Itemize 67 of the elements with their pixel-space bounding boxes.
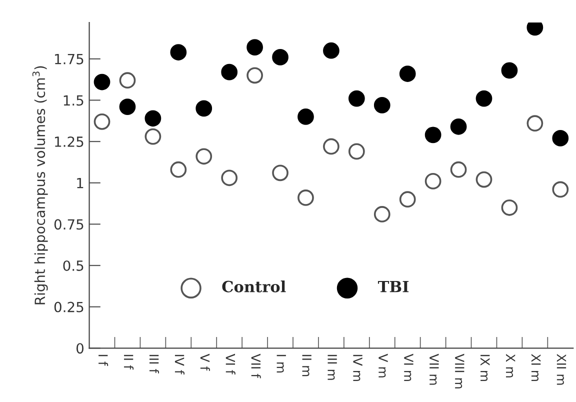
x-tick-label: III m <box>328 354 337 380</box>
point <box>476 171 492 188</box>
point <box>501 199 518 216</box>
point <box>144 128 162 145</box>
x-tick-label: XI m <box>531 354 541 382</box>
point <box>323 42 340 59</box>
y-tick-label: 0 <box>76 343 84 354</box>
point <box>552 130 569 146</box>
x-tick-label: III f <box>149 354 159 374</box>
x-tick-label: VI m <box>404 354 414 382</box>
point <box>272 49 288 66</box>
x-tick-label: V m <box>378 354 388 378</box>
x-tick-label: XII m <box>556 354 566 385</box>
y-tick-label: 0.75 <box>54 219 84 230</box>
point <box>298 108 314 125</box>
x-tick-label: VIII m <box>455 354 464 388</box>
y-tick-label: 1 <box>77 178 84 188</box>
x-tick-label: IV m <box>353 354 362 382</box>
point <box>170 161 187 178</box>
x-tick-label: I m <box>276 354 286 372</box>
point <box>399 66 416 82</box>
point <box>348 143 365 160</box>
point <box>170 44 187 60</box>
point <box>196 100 212 117</box>
x-tick-label: IX m <box>480 354 490 382</box>
point <box>144 110 162 127</box>
point <box>94 74 110 90</box>
point <box>476 90 492 107</box>
point <box>374 96 390 114</box>
point <box>526 115 544 132</box>
x-tick-label: II m <box>302 354 312 376</box>
point <box>450 118 467 135</box>
x-tick-label: VII m <box>430 354 439 385</box>
point <box>119 72 136 89</box>
x-tick-label: IV f <box>174 354 184 375</box>
point <box>272 164 288 182</box>
point <box>450 161 467 178</box>
point <box>399 191 416 208</box>
point <box>424 126 442 144</box>
x-tick-label: VII f <box>251 354 261 378</box>
point <box>374 206 390 222</box>
y-tick-label: 1.5 <box>64 95 84 106</box>
point <box>323 138 340 155</box>
x-tick-label: X m <box>506 354 516 378</box>
point <box>221 64 238 80</box>
x-tick-label: VI f <box>226 354 236 375</box>
point <box>298 190 314 206</box>
y-axis-title: Right hippocampus volumes (cm$^{3}$) <box>32 66 48 304</box>
point <box>221 170 238 186</box>
y-tick-label: 1.25 <box>55 136 84 147</box>
x-tick-label: V f <box>200 354 210 371</box>
y-tick-label: 0.5 <box>63 260 84 271</box>
point <box>196 148 212 165</box>
point <box>119 98 136 115</box>
point <box>501 62 518 79</box>
y-tick-label: 0.25 <box>54 302 84 312</box>
point <box>246 39 263 56</box>
point <box>348 90 365 107</box>
point <box>94 113 110 130</box>
x-tick-label: I f <box>98 354 108 366</box>
y-tick-label: 1.75 <box>55 54 84 64</box>
point <box>424 173 442 190</box>
legend-label: Control <box>222 280 286 292</box>
point <box>552 181 569 198</box>
x-tick-label: II f <box>124 354 134 370</box>
legend-label: TBI <box>378 280 409 292</box>
point <box>246 67 263 84</box>
